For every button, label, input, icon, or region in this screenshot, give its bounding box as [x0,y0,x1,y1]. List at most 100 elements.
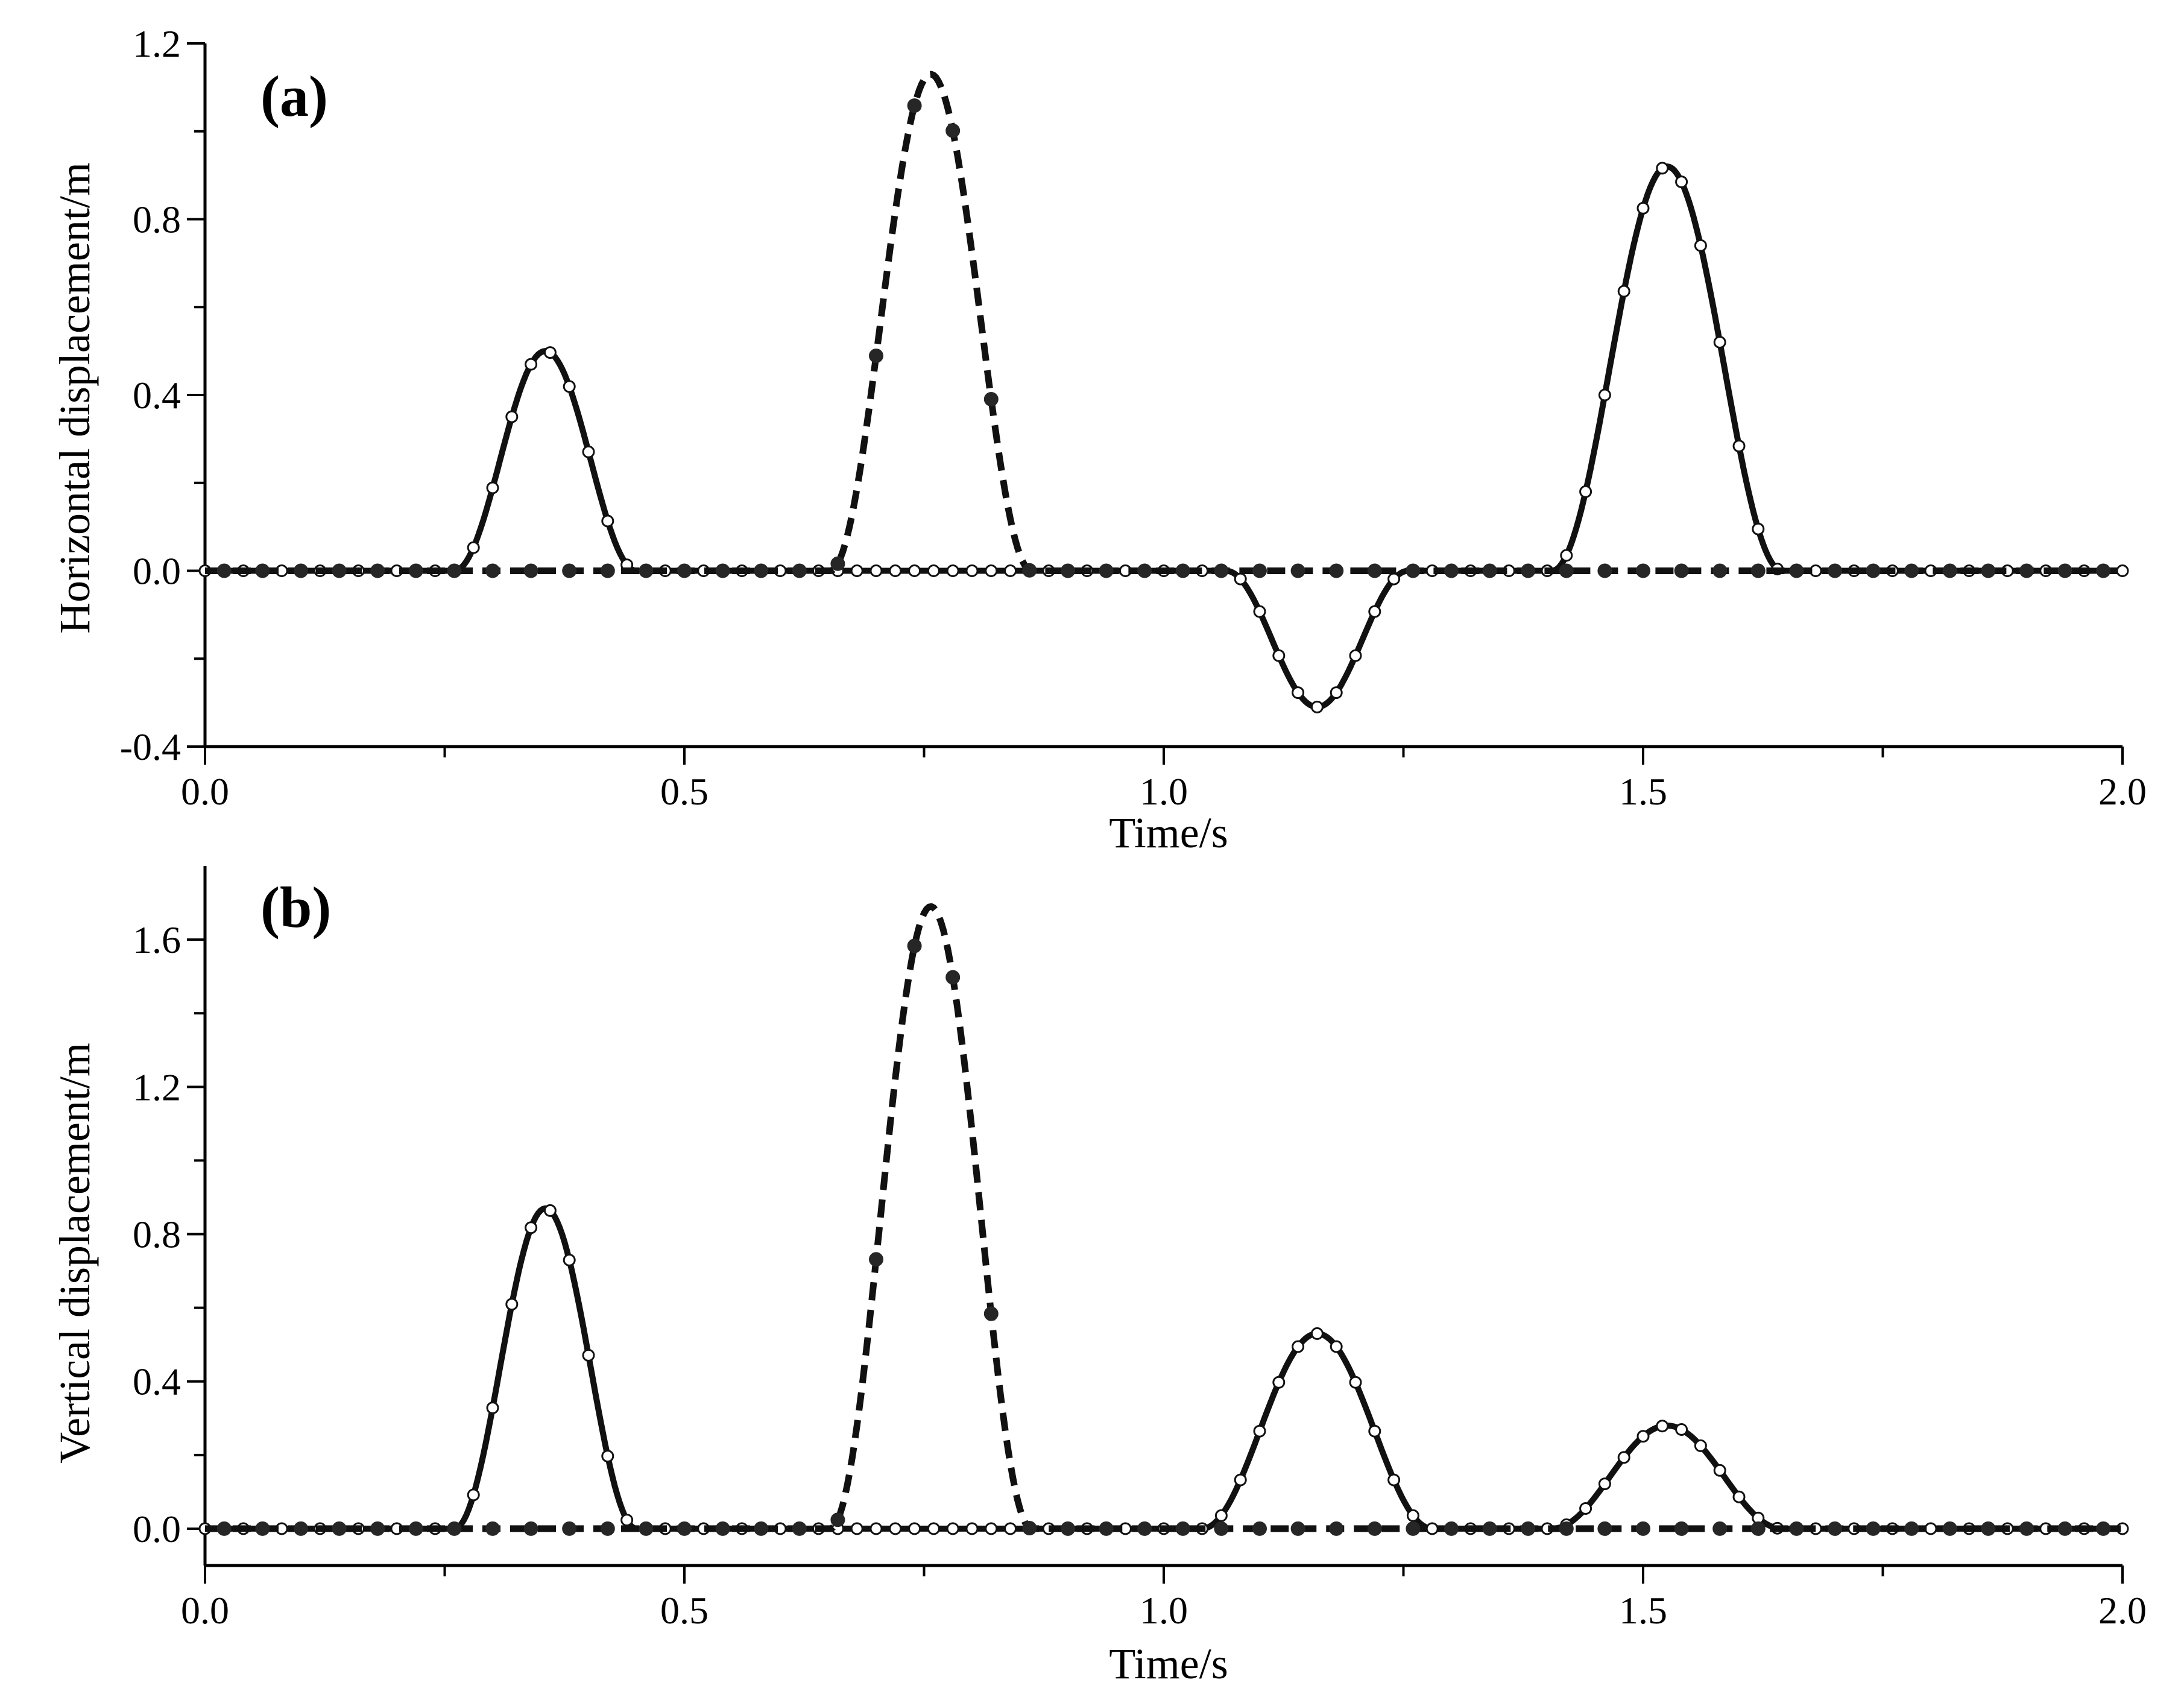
data-point [1732,1490,1746,1503]
data-point [1656,162,1669,175]
data-point [543,346,557,359]
data-point [927,1522,940,1535]
data-point [505,410,519,423]
data-point [1674,563,1689,578]
x-tick-label: 0.5 [660,770,709,813]
data-point [1330,686,1343,700]
data-point [1904,1521,1919,1536]
data-point [294,1521,308,1536]
data-point [447,1521,462,1536]
x-tick-label: 0.0 [181,1589,229,1632]
data-point [1732,440,1746,453]
data-point [1406,1509,1419,1522]
data-point [582,445,595,458]
data-point [216,1521,232,1536]
data-point [869,1522,883,1535]
x-tick-label: 1.5 [1619,1589,1667,1632]
data-point [1981,1521,1996,1536]
data-point [965,1522,979,1535]
data-point [1367,1521,1382,1536]
data-point [1694,1439,1707,1452]
data-point [1368,605,1381,618]
data-point [1004,564,1017,577]
y-tick-label: 0.8 [133,198,181,241]
data-point [485,1521,500,1536]
data-point [889,1522,902,1535]
data-point [1290,1521,1305,1536]
data-point [1272,649,1286,662]
data-point [754,563,769,578]
data-point [754,1521,769,1536]
data-point [408,1521,423,1536]
y-tick-label: 0.4 [133,1360,181,1403]
data-point [332,563,347,578]
x-tick-label: 2.0 [2098,770,2147,813]
y-tick-label: 0.0 [133,1508,181,1550]
data-point [1521,1521,1536,1536]
data-point [1828,563,1842,578]
data-point [1387,572,1401,586]
data-point [1789,1521,1804,1536]
series-dashed [204,903,2124,1536]
data-point [1214,1521,1229,1536]
data-point [792,563,807,578]
data-point [1214,1509,1228,1522]
data-point [639,1521,654,1536]
data-point [1712,563,1728,578]
data-point [1828,1521,1842,1536]
data-point [715,1521,730,1536]
data-point [1560,549,1573,562]
data-point [1597,563,1612,578]
x-axis-label: Time/s [1109,1640,1228,1688]
data-point [715,563,730,578]
data-point [1444,563,1459,578]
data-point [485,563,500,578]
data-point [562,1521,577,1536]
data-point [1752,522,1765,536]
panel-label: (a) [260,64,328,128]
data-point [1368,1424,1381,1438]
data-point [850,1522,863,1535]
data-point [965,564,979,577]
data-point [1750,1521,1766,1536]
data-point [2019,563,2034,578]
data-point [2057,563,2072,578]
data-point [467,1488,480,1502]
data-point [1789,563,1804,578]
x-tick-label: 0.5 [660,1589,709,1632]
data-point [1310,700,1324,713]
data-point [889,564,902,577]
data-point [1406,563,1421,578]
data-point [1636,1430,1650,1443]
data-point [1482,1521,1497,1536]
series-solid [198,1204,2129,1535]
data-point [1137,1521,1152,1536]
y-axis-label: Horizontal displacement/m [51,162,99,634]
data-point [370,563,385,578]
data-point [1234,1473,1247,1487]
data-point [1099,1521,1114,1536]
data-point [792,1521,807,1536]
x-tick-label: 1.5 [1619,770,1667,813]
data-point [601,1450,614,1463]
data-point [505,1298,519,1311]
data-point [1022,563,1037,578]
data-point [907,938,922,953]
data-point [1252,563,1267,578]
data-point [1329,1521,1344,1536]
data-point [1175,563,1190,578]
data-point [1004,1522,1017,1535]
data-point [1617,285,1630,298]
data-point [1750,563,1766,578]
data-point [927,564,940,577]
data-point [1636,1521,1650,1536]
data-point [523,1521,538,1536]
data-point [1675,175,1688,189]
data-point [1482,563,1497,578]
series-line [204,163,2123,710]
data-point [255,1521,270,1536]
y-tick-label: 0.4 [133,374,181,417]
data-point [830,556,845,571]
data-point [1310,1327,1324,1340]
